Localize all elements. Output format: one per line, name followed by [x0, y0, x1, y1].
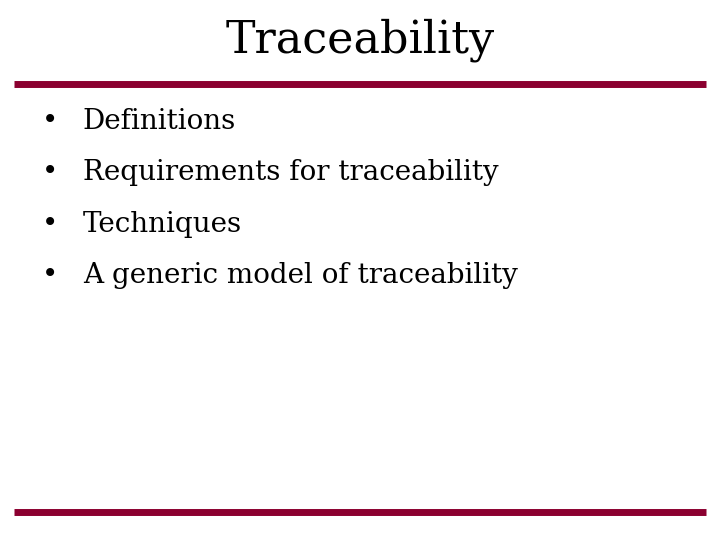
Text: •: • [42, 108, 58, 135]
Text: A generic model of traceability: A generic model of traceability [83, 262, 518, 289]
Text: Techniques: Techniques [83, 211, 242, 238]
Text: •: • [42, 262, 58, 289]
Text: •: • [42, 211, 58, 238]
Text: •: • [42, 159, 58, 186]
Text: Requirements for traceability: Requirements for traceability [83, 159, 498, 186]
Text: Definitions: Definitions [83, 108, 236, 135]
Text: Traceability: Traceability [225, 19, 495, 62]
